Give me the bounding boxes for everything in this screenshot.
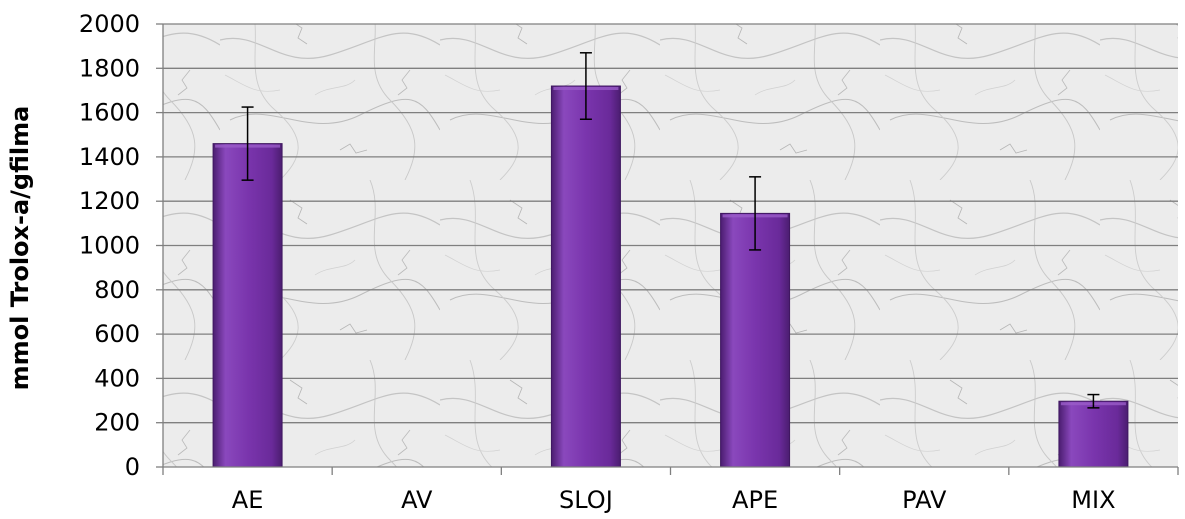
x-tick-label: APE [732,486,778,514]
y-tick-label: 1000 [79,232,140,260]
x-tick-label: AE [232,486,264,514]
y-tick-label: 0 [125,453,140,481]
x-tick-label: AV [401,486,433,514]
x-tick-label: MIX [1071,486,1115,514]
bar [550,85,621,468]
y-tick-label: 200 [94,409,140,437]
y-tick-label: 1200 [79,187,140,215]
y-tick-label: 2000 [79,10,140,38]
x-tick-label: SLOJ [559,486,613,514]
y-tick-label: 1600 [79,99,140,127]
y-tick-label: 1400 [79,143,140,171]
y-tick-label: 1800 [79,54,140,82]
y-axis-label: mmol Trolox-a/gfilma [6,106,34,391]
error-bars [241,52,1100,409]
bar [720,212,791,468]
y-tick-labels: 0 200 400 600 800 1000 1200 1400 1600 1800 2000 [79,10,140,481]
x-tick-labels: AE AV SLOJ APE PAV MIX [232,486,1116,514]
y-tick-label: 400 [94,364,140,392]
gridlines [163,23,1178,424]
y-tick-label: 800 [94,276,140,304]
y-tick-label: 600 [94,320,140,348]
x-tick-label: PAV [902,486,947,514]
axes [156,23,1179,475]
bar [1058,400,1129,468]
bars [212,85,1129,468]
bar [212,143,283,468]
